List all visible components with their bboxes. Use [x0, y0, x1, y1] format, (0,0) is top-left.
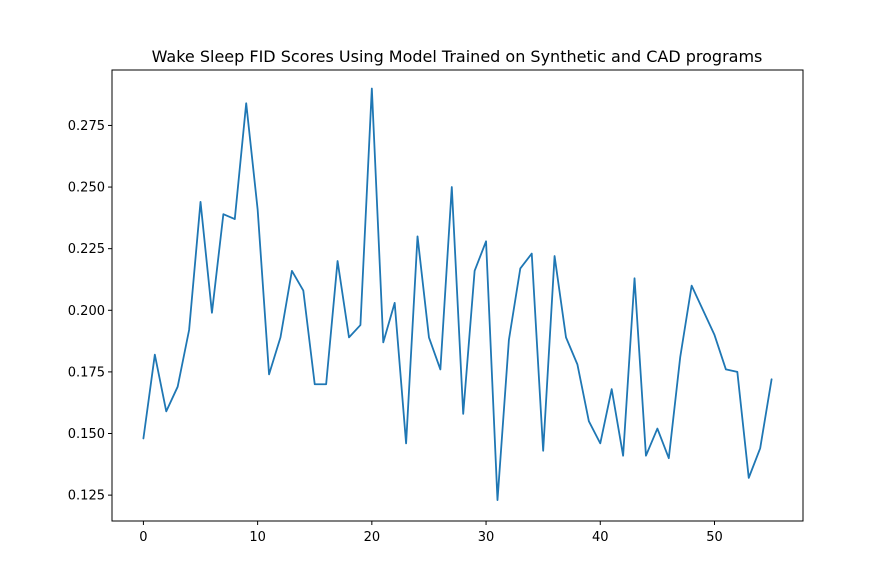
x-axis: 0 10 20 30 40 50: [139, 521, 723, 545]
y-tick-label: 0.150: [68, 427, 105, 442]
y-tick-label: 0.125: [68, 489, 105, 504]
chart-title: Wake Sleep FID Scores Using Model Traine…: [152, 47, 763, 66]
x-tick-label: 40: [592, 530, 609, 545]
series-line: [142, 87, 773, 501]
x-tick-label: 20: [364, 530, 381, 545]
axes-frame: [111, 69, 804, 522]
plot-area: [142, 87, 773, 501]
y-tick-label: 0.200: [68, 304, 105, 319]
y-tick-label: 0.225: [68, 242, 105, 257]
y-tick-label: 0.275: [68, 119, 105, 134]
y-axis: 0.125 0.150 0.175 0.200 0.225 0.250 0.275: [68, 119, 112, 504]
y-tick-label: 0.175: [68, 365, 105, 380]
x-tick-label: 10: [249, 530, 266, 545]
y-tick-label: 0.250: [68, 181, 105, 196]
x-tick-label: 0: [139, 530, 147, 545]
x-tick-label: 30: [478, 530, 495, 545]
x-tick-label: 50: [706, 530, 723, 545]
